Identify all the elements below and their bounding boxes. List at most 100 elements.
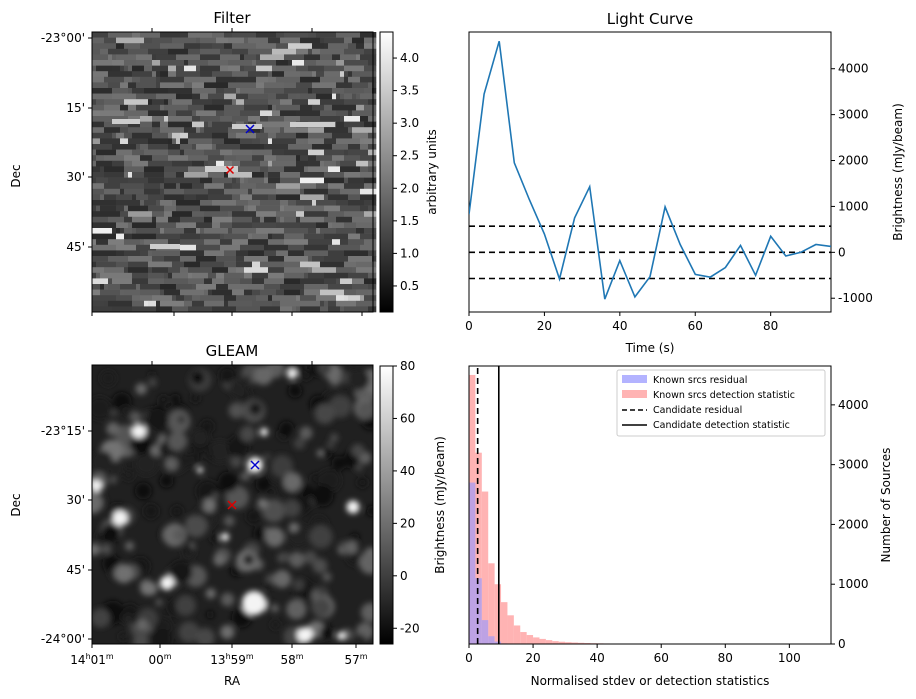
filter-cbticks-tick: 1.0 bbox=[393, 246, 419, 260]
svg-text:80: 80 bbox=[718, 651, 733, 665]
legend-entry-candidate-detection: Candidate detection statistic bbox=[622, 420, 790, 431]
detection-bar bbox=[520, 632, 527, 644]
gleam-cbticks-tick: 60 bbox=[393, 411, 415, 425]
light-curve-xtick: 80 bbox=[763, 312, 778, 333]
gleam-marker-red bbox=[227, 500, 237, 510]
histogram-ylabel: Number of Sources bbox=[879, 448, 893, 563]
svg-text:58m: 58m bbox=[280, 652, 303, 667]
filter-marker-red bbox=[225, 165, 235, 175]
detection-bar bbox=[539, 638, 546, 644]
svg-text:30': 30' bbox=[66, 170, 85, 184]
filter-ytick-2: 30' bbox=[66, 170, 92, 184]
gleam-xtick-3: 58m bbox=[280, 644, 304, 667]
histogram-xtick: 100 bbox=[778, 644, 801, 665]
filter-cbticks-tick: 1.5 bbox=[393, 214, 419, 228]
svg-text:-1000: -1000 bbox=[838, 291, 873, 305]
svg-text:20: 20 bbox=[525, 651, 540, 665]
svg-text:80: 80 bbox=[763, 319, 778, 333]
gleam-cbticks-tick: 20 bbox=[393, 516, 415, 530]
residual-bar bbox=[469, 482, 476, 644]
gleam-colorbar: 80 60 40 20 0 -20 Brightness (mJy/beam) bbox=[379, 359, 447, 645]
filter-cbticks-tick: 2.5 bbox=[393, 149, 419, 163]
svg-text:57m: 57m bbox=[344, 652, 367, 667]
filter-cbticks-tick: 0.5 bbox=[393, 279, 419, 293]
colorbar-tick-label: 60 bbox=[400, 411, 415, 425]
detection-bar bbox=[481, 491, 489, 644]
gleam-xtick-4: 57m bbox=[344, 644, 368, 667]
gleam-cbticks-tick: 40 bbox=[393, 464, 415, 478]
histogram-xtick: 0 bbox=[465, 644, 473, 665]
filter-cbticks-tick: 3.5 bbox=[393, 84, 419, 98]
svg-text:1000: 1000 bbox=[838, 199, 869, 213]
colorbar-tick-label: 3.0 bbox=[400, 116, 419, 130]
filter-panel: Filter -23°00' 15' 30' 45' Dec 4.0 3.5 3.0… bbox=[9, 9, 439, 316]
residual-bar bbox=[494, 641, 502, 644]
gleam-marker-blue bbox=[250, 460, 260, 470]
svg-text:40: 40 bbox=[612, 319, 627, 333]
histogram-ytick: 1000 bbox=[831, 577, 869, 591]
svg-text:13h59m: 13h59m bbox=[210, 652, 254, 667]
filter-ytick-0: -23°00' bbox=[41, 31, 92, 45]
gleam-ytick-0: -23°15' bbox=[41, 424, 92, 438]
colorbar-tick-label: 2.0 bbox=[400, 181, 419, 195]
legend-entry-known-residual: Known srcs residual bbox=[622, 375, 747, 386]
svg-text:20: 20 bbox=[537, 319, 552, 333]
detection-bar bbox=[552, 641, 559, 644]
light-curve-frame bbox=[468, 31, 832, 313]
light-curve-xtick: 0 bbox=[465, 312, 473, 333]
svg-text:3000: 3000 bbox=[838, 108, 869, 122]
gleam-ylabel: Dec bbox=[9, 493, 23, 516]
gleam-ytick-2: 45' bbox=[66, 563, 92, 577]
gleam-ytick-3: -24°00' bbox=[41, 632, 92, 646]
filter-cbticks-tick: 3.0 bbox=[393, 116, 419, 130]
svg-text:60: 60 bbox=[688, 319, 703, 333]
gleam-xlabel: RA bbox=[224, 674, 241, 688]
svg-text:-23°00': -23°00' bbox=[41, 31, 85, 45]
residual-bar bbox=[488, 636, 495, 644]
svg-text:45': 45' bbox=[66, 240, 85, 254]
svg-text:30': 30' bbox=[66, 493, 85, 507]
light-curve-xtick: 20 bbox=[537, 312, 552, 333]
colorbar-tick-label: -20 bbox=[400, 621, 420, 635]
colorbar-tick-label: 20 bbox=[400, 516, 415, 530]
svg-text:Known srcs detection statistic: Known srcs detection statistic bbox=[653, 390, 795, 401]
detection-bar bbox=[488, 563, 495, 644]
light-curve-ylabel: Brightness (mJy/beam) bbox=[891, 103, 905, 241]
colorbar-tick-label: 4.0 bbox=[400, 51, 419, 65]
filter-image bbox=[92, 32, 377, 313]
histogram-ytick: 4000 bbox=[831, 398, 869, 412]
light-curve-ytick: 2000 bbox=[831, 154, 869, 168]
svg-text:0: 0 bbox=[465, 319, 473, 333]
svg-text:-24°00': -24°00' bbox=[41, 632, 85, 646]
detection-bar bbox=[571, 642, 578, 644]
detection-bar bbox=[565, 642, 572, 644]
gleam-cbticks-tick: 80 bbox=[393, 359, 415, 373]
svg-text:Known srcs residual: Known srcs residual bbox=[653, 375, 747, 386]
svg-text:40: 40 bbox=[590, 651, 605, 665]
colorbar-tick-label: 0 bbox=[400, 569, 408, 583]
light-curve-ytick: 0 bbox=[831, 245, 846, 259]
histogram-xtick: 80 bbox=[718, 644, 733, 665]
histogram-ytick: 3000 bbox=[831, 458, 869, 472]
gleam-cbticks-tick: -20 bbox=[393, 621, 420, 635]
histogram-ytick: 0 bbox=[831, 637, 846, 651]
svg-text:15': 15' bbox=[66, 101, 85, 115]
light-curve-ytick: 1000 bbox=[831, 199, 869, 213]
svg-text:-23°15': -23°15' bbox=[41, 424, 85, 438]
light-curve-ytick: 4000 bbox=[831, 62, 869, 76]
svg-text:3000: 3000 bbox=[838, 458, 869, 472]
histogram-legend: Known srcs residual Known srcs detection… bbox=[616, 369, 826, 437]
histogram-xtick: 40 bbox=[590, 644, 605, 665]
svg-text:4000: 4000 bbox=[838, 62, 869, 76]
light-curve-panel: Light Curve 0 20 40 60 80 -1000 0 1000 2000 3000… bbox=[465, 10, 905, 355]
svg-text:2000: 2000 bbox=[838, 154, 869, 168]
colorbar-tick-label: 0.5 bbox=[400, 279, 419, 293]
svg-text:100: 100 bbox=[778, 651, 801, 665]
colorbar-tick-label: 40 bbox=[400, 464, 415, 478]
filter-colorbar: 4.0 3.5 3.0 2.5 2.0 1.5 1.0 0.5 arbitrary units bbox=[379, 31, 439, 313]
light-curve-xlabel: Time (s) bbox=[625, 341, 675, 355]
gleam-panel: GLEAM -23°15' 30' 45' -24°00' 14h01m 00m… bbox=[9, 342, 447, 688]
svg-text:00m: 00m bbox=[148, 652, 171, 667]
svg-text:Candidate detection statistic: Candidate detection statistic bbox=[653, 420, 790, 431]
filter-cbticks-tick: 2.0 bbox=[393, 181, 419, 195]
